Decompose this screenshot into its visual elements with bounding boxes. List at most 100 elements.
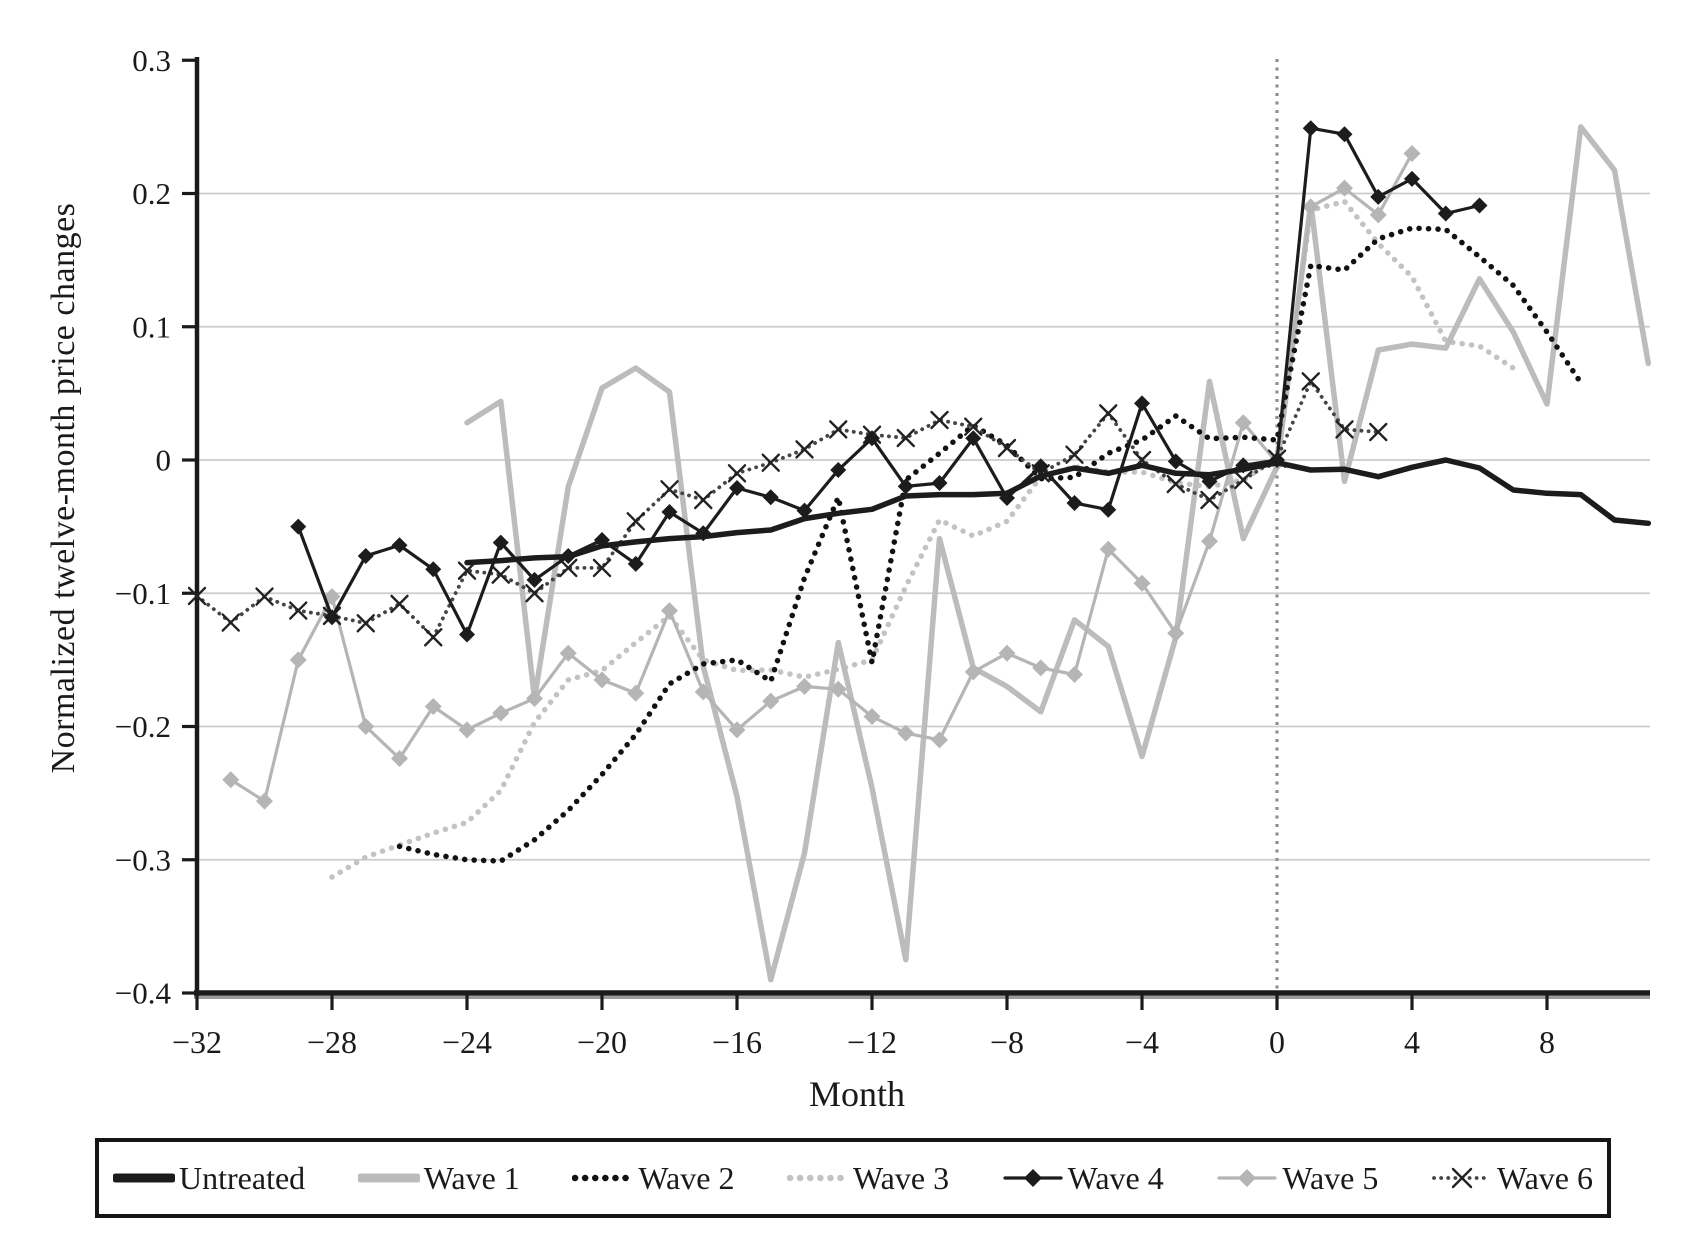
y-tick-label: 0.2 <box>132 176 171 211</box>
diamond-marker <box>728 721 746 739</box>
diamond-marker <box>560 547 577 564</box>
diamond-marker <box>897 478 914 495</box>
diamond-marker <box>1302 120 1319 137</box>
x-marker <box>761 453 780 472</box>
x-marker <box>964 417 983 436</box>
y-tick-label: 0.3 <box>132 43 171 78</box>
x-tick-label: −32 <box>172 1024 222 1060</box>
diamond-marker <box>1032 659 1050 677</box>
diamond-marker <box>1201 473 1218 490</box>
diamond-marker <box>594 531 610 548</box>
x-marker <box>390 594 409 614</box>
series-line-untreated <box>464 457 1652 566</box>
diamond-marker <box>796 678 813 696</box>
diamond-marker <box>796 502 813 519</box>
diamond-marker <box>323 588 341 606</box>
diamond-marker <box>1099 540 1117 558</box>
x-marker <box>491 565 510 584</box>
diamond-marker <box>559 644 577 662</box>
x-marker <box>997 438 1017 458</box>
diamond-marker <box>1167 453 1184 470</box>
x-marker <box>660 480 679 499</box>
x-marker <box>694 490 713 510</box>
x-marker <box>930 410 949 430</box>
x-marker <box>255 587 274 606</box>
x-marker <box>1335 420 1354 439</box>
x-tick-label: 8 <box>1539 1024 1555 1060</box>
diamond-marker <box>324 609 340 626</box>
x-marker <box>1369 422 1388 442</box>
diamond-marker <box>1235 457 1252 474</box>
x-tick-label: −16 <box>712 1024 762 1060</box>
diamond-marker <box>762 692 780 710</box>
legend-label-wave-6: Wave 6 <box>1496 1159 1593 1196</box>
diamond-marker <box>829 680 847 698</box>
diamond-marker <box>222 771 240 789</box>
x-tick-label: −4 <box>1125 1024 1159 1060</box>
diamond-marker <box>830 461 847 478</box>
diamond-marker <box>999 489 1015 506</box>
x-marker <box>1166 474 1185 494</box>
series-line-wave-6 <box>195 379 1381 640</box>
diamond-marker <box>526 571 543 588</box>
legend-swatch-wave-2 <box>572 1174 635 1182</box>
diamond-marker <box>965 430 982 447</box>
legend-item-wave-2: Wave 2 <box>572 1160 734 1197</box>
x-marker <box>592 558 612 578</box>
x-marker <box>626 512 645 531</box>
diamond-marker <box>593 671 611 689</box>
y-tick-label: −0.2 <box>115 709 171 744</box>
diamond-marker <box>661 602 678 620</box>
x-marker <box>424 628 443 647</box>
diamond-marker <box>425 561 442 578</box>
x-marker <box>1099 404 1118 423</box>
x-tick-label: −12 <box>847 1024 897 1060</box>
diamond-marker <box>289 651 307 669</box>
x-marker <box>559 558 578 578</box>
x-marker <box>289 601 308 620</box>
x-marker <box>221 613 240 632</box>
diamond-marker <box>492 534 509 551</box>
legend-item-wave-4: Wave 4 <box>1002 1160 1164 1197</box>
series-line-wave-4 <box>296 126 1482 637</box>
diamond-marker <box>964 663 982 681</box>
x-tick-label: −24 <box>442 1024 492 1060</box>
y-tick-label: −0.1 <box>115 576 171 611</box>
x-tick-label: 0 <box>1269 1024 1285 1060</box>
diamond-marker <box>492 704 510 722</box>
x-marker <box>1301 372 1320 391</box>
diamond-marker <box>1100 501 1117 518</box>
series-untreated <box>464 457 1652 566</box>
diamond-marker <box>762 489 779 506</box>
diamond-marker <box>357 547 374 564</box>
legend-label-wave-4: Wave 4 <box>1067 1159 1164 1196</box>
diamond-marker <box>1369 206 1387 224</box>
y-tick-label: 0.1 <box>132 309 171 344</box>
diamond-marker <box>1066 666 1083 684</box>
legend-swatch-wave-3 <box>787 1174 850 1182</box>
legend-label-wave-2: Wave 2 <box>638 1159 735 1196</box>
diamond-marker <box>931 475 948 492</box>
diamond-marker <box>729 479 745 496</box>
x-marker <box>187 586 207 606</box>
diamond-marker <box>998 644 1016 662</box>
diamond-marker <box>1336 126 1353 143</box>
diamond-marker <box>1023 1169 1042 1187</box>
legend-label-wave-3: Wave 3 <box>853 1159 950 1196</box>
diamond-marker <box>1234 414 1252 432</box>
diamond-marker <box>661 503 678 520</box>
x-marker <box>829 420 848 439</box>
x-marker <box>356 614 375 633</box>
x-tick-label: −8 <box>990 1024 1024 1060</box>
diamond-marker <box>1403 145 1421 163</box>
diamond-marker <box>1269 452 1285 468</box>
y-tick-label: 0 <box>156 443 172 478</box>
x-marker <box>795 440 814 459</box>
x-marker <box>525 584 544 603</box>
x-marker <box>457 561 477 580</box>
x-marker <box>727 464 747 483</box>
diamond-marker <box>897 724 915 742</box>
x-tick-label: 4 <box>1404 1024 1420 1060</box>
diamond-marker <box>863 708 881 726</box>
